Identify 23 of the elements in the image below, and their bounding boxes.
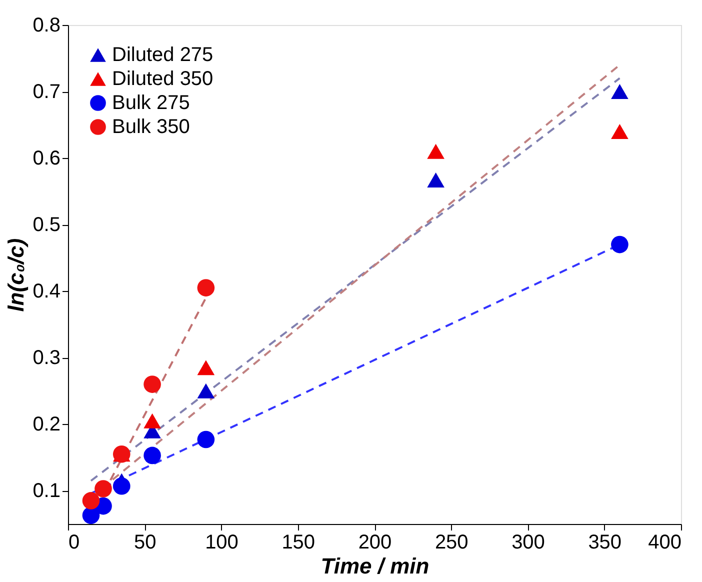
y-tick-label: 0.3 [32,347,60,370]
x-tick-label: 300 [512,532,545,554]
y-tick-label: 0.6 [32,148,60,170]
x-tick-label: 250 [434,532,468,554]
x-tick-label: 400 [648,532,682,554]
x-tick-label: 50 [134,532,156,554]
y-tick-label: 0.4 [32,280,60,303]
x-tick-label: 350 [588,532,622,554]
x-axis-title: Time / min [320,554,430,578]
x-tick-label: 100 [205,532,238,554]
x-tick-label: 200 [358,532,392,554]
y-tick-label: 0.2 [32,414,60,436]
y-tick-label: 0.1 [32,480,60,502]
y-axis-title: ln(c₀/c) [4,238,29,312]
x-tick-label: 0 [68,532,80,554]
legend-label: Bulk 350 [112,116,190,138]
x-tick-label: 150 [282,532,316,554]
legend-label: Bulk 275 [112,92,190,114]
y-tick-label: 0.7 [32,81,60,104]
legend-label: Diluted 275 [112,44,214,66]
legend-label: Diluted 350 [112,68,214,90]
y-tick-label: 0.5 [32,214,60,236]
y-tick-label: 0.8 [32,14,60,36]
